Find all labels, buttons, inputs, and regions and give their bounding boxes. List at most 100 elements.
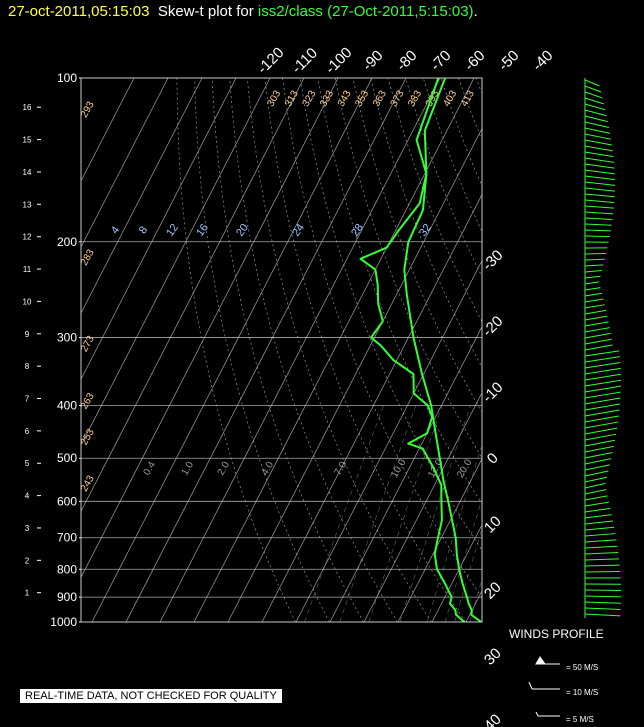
wind-barb [584,421,619,429]
height-km-label: 3 [25,524,30,533]
wind-barb [584,264,604,267]
dry-adiabat-line [475,78,482,95]
isotherm-line [500,78,644,622]
dry-adiabat-line [264,78,466,622]
mixing-ratio-label: 16 [194,222,211,239]
height-km-label: 4 [25,492,30,501]
isotherm-line [261,193,482,622]
pressure-tick-label: 700 [57,531,77,545]
wind-legend-10-barb [528,681,560,690]
wetbulb-label: 10.0 [389,457,408,480]
wind-barb [584,520,614,525]
dry-adiabat-label: 373 [389,88,407,108]
right-temp-tick-label: -20 [479,313,506,340]
title-text: Skew-t plot for [157,3,254,20]
mixing-ratio-line [368,405,443,622]
isotherm-line [295,259,482,622]
wind-barb [584,564,620,567]
mixing-ratio-line [399,405,471,622]
pressure-tick-label: 500 [57,451,77,465]
mixing-ratio-label: 32 [417,222,434,239]
top-temp-tick-label: -110 [289,45,321,77]
mixing-ratio-label: 20 [234,222,251,239]
title-datetime: 27-oct-2011,05:15:03 [8,3,150,20]
right-temp-tick-label: 20 [481,579,505,603]
dry-adiabat-line [458,78,482,142]
wind-barb [584,514,612,519]
height-km-label: 1 [25,589,30,598]
wind-barb [584,545,618,549]
top-temp-tick-label: -90 [359,47,386,74]
wind-barb [584,151,614,158]
wind-barb [584,379,622,387]
mixing-ratio-line [501,406,561,623]
isotherm-line [81,78,169,248]
dry-adiabat-label: 313 [283,88,301,108]
wind-barb [584,350,620,357]
isotherm-line [227,127,482,622]
mixing-ratio-label: 12 [164,222,181,239]
mixing-ratio-label: 24 [290,222,307,239]
wind-barb [584,332,611,339]
wind-barb [584,187,615,192]
wind-barb [584,445,614,453]
isotherm-line [81,78,271,446]
top-temp-tick-label: -120 [254,44,287,77]
wind-barb [584,217,613,221]
dry-adiabat-label: 303 [265,88,283,108]
wind-barb [584,321,609,327]
wind-barb [584,139,613,146]
wind-barb [584,458,612,465]
wind-barb [584,121,610,128]
pressure-tick-label: 400 [57,399,77,413]
right-temp-tick-label: 10 [481,513,505,537]
dry-adiabat-line [317,78,482,505]
wind-barb [584,292,603,297]
wind-legend-10: = 10 M/S [566,688,599,697]
wind-barb [584,163,615,169]
isotherm-line [81,78,339,579]
wind-barb [584,373,621,381]
pressure-tick-label: 600 [57,494,77,508]
isotherm-line [534,78,644,622]
isotherm-line [465,590,482,622]
height-km-label: 11 [23,265,32,274]
right-temp-tick-label: -30 [479,247,506,274]
wind-legend-5-barb [535,711,560,717]
wetbulb-label: 4.0 [260,460,277,478]
wind-barb [584,589,621,592]
dry-adiabat-line [211,78,364,622]
wind-barb [584,79,600,87]
wind-barb [584,613,621,617]
dry-adiabat-line [282,78,482,599]
top-temp-tick-label: -40 [529,47,556,74]
pressure-tick-label: 300 [57,331,77,345]
wind-barb [584,304,605,309]
pressure-tick-label: 200 [57,235,77,249]
dry-adiabat-label: 323 [301,88,319,108]
wind-barb [584,338,612,345]
wind-barb [584,287,601,291]
dry-adiabat-label: 343 [336,88,354,108]
wind-barb [584,181,616,186]
mixing-ratio-label: 28 [349,222,366,239]
wind-barb [584,452,613,459]
wind-barb [584,367,621,375]
mixing-ratio-line [509,406,568,623]
wind-barb [584,595,621,598]
dry-adiabat-label: 383 [406,88,424,108]
wind-legend-50-barb [535,656,560,665]
dry-adiabat-label: 253 [79,427,97,447]
wind-barb [584,205,614,209]
title-station: iss2/class (27-Oct-2011,5:15:03) [257,3,474,20]
isotherm-line [125,78,407,622]
isotherm-line [193,78,475,622]
mixing-ratio-label: 8 [137,224,150,236]
wetbulb-label: 1.0 [180,460,197,478]
height-km-label: 9 [25,330,30,339]
dry-adiabat-label: 283 [79,247,97,267]
height-km-label: 12 [23,233,32,242]
wind-legend-50: = 50 M/S [566,663,599,672]
winds-profile-label: WINDS PROFILE [509,627,604,641]
height-km-label: 13 [23,200,32,209]
